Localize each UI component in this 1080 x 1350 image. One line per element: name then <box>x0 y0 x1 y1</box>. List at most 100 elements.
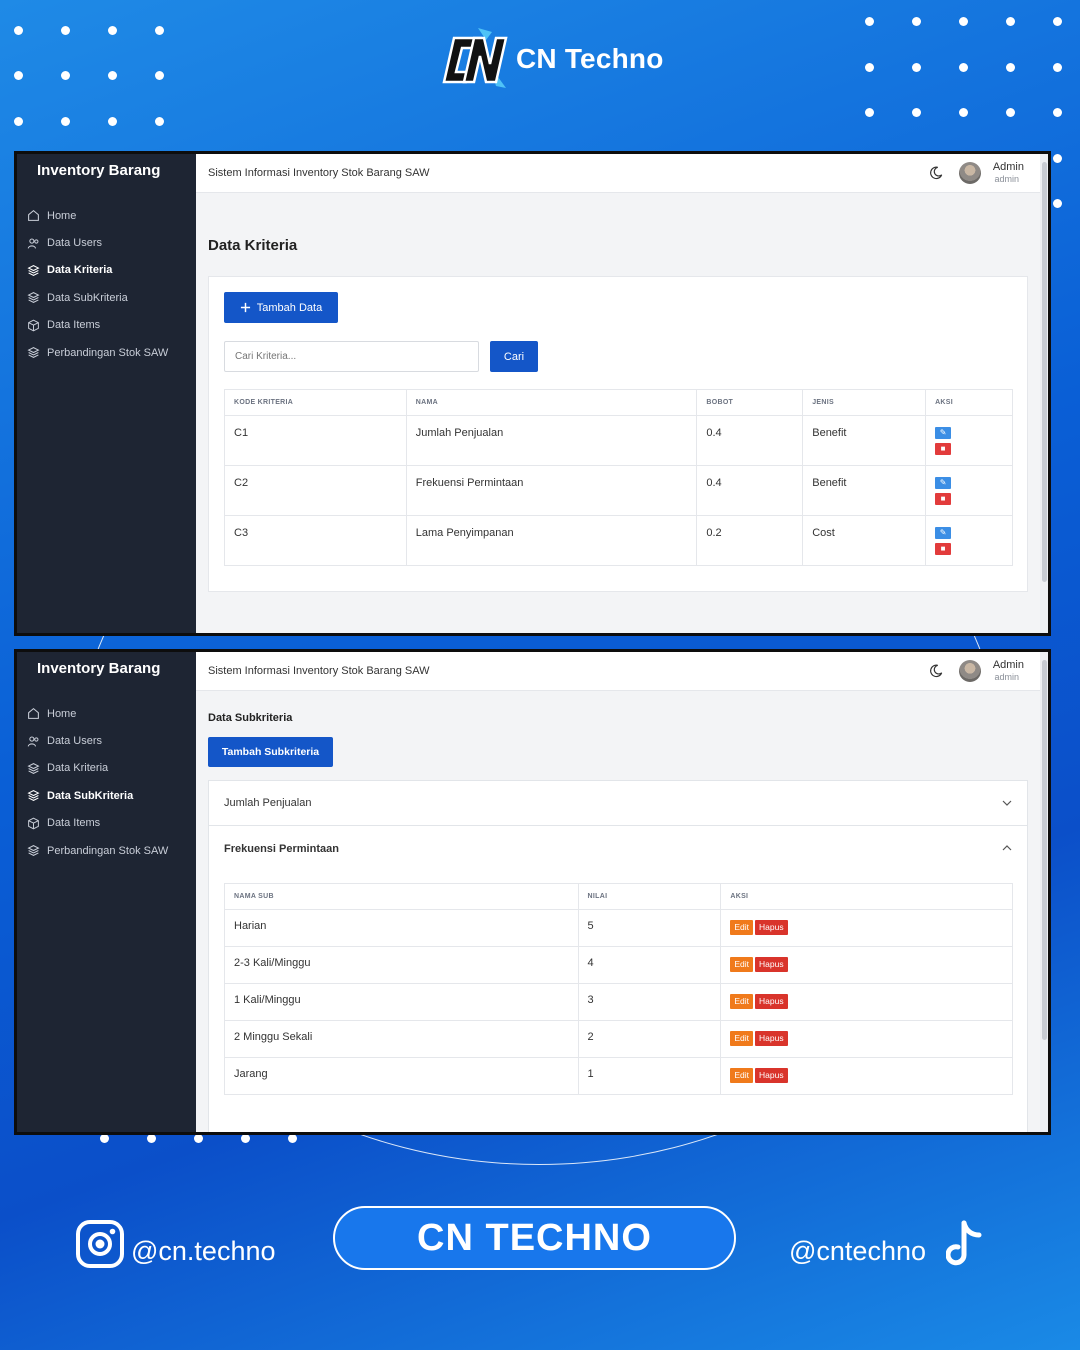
sidebar-item-label: Data Items <box>47 319 101 332</box>
topbar: Sistem Informasi Inventory Stok Barang S… <box>196 652 1040 691</box>
delete-button[interactable]: Hapus <box>755 994 788 1009</box>
sidebar-item-items[interactable]: Data Items <box>27 312 196 339</box>
trash-icon[interactable]: ■ <box>935 443 952 455</box>
sidebar-item-perbandingan[interactable]: Perbandingan Stok SAW <box>27 339 196 366</box>
sidebar-item-items[interactable]: Data Items <box>27 810 196 837</box>
accordion-frekuensi-permintaan: Frekuensi Permintaan NAMA SUB NILAI AKSI… <box>208 825 1028 1132</box>
sidebar-item-perbandingan[interactable]: Perbandingan Stok SAW <box>27 837 196 864</box>
brand-pill: CN TECHNO <box>333 1206 736 1270</box>
table-row: 2-3 Kali/Minggu 4 Edit Hapus <box>224 946 1013 984</box>
delete-button[interactable]: Hapus <box>755 920 788 935</box>
table-row: C3 Lama Penyimpanan 0.2 Cost ✎ ■ <box>224 515 1013 566</box>
topbar: Sistem Informasi Inventory Stok Barang S… <box>196 154 1040 193</box>
accordion-jumlah-penjualan[interactable]: Jumlah Penjualan <box>208 780 1028 826</box>
box-icon <box>28 319 39 332</box>
col-nama-sub: NAMA SUB <box>224 883 579 910</box>
dots-top-left <box>14 26 174 136</box>
table-row: Jarang 1 Edit Hapus <box>224 1057 1013 1095</box>
tiktok-handle[interactable]: @cntechno <box>789 1236 926 1266</box>
sidebar-item-kriteria[interactable]: Data Kriteria <box>27 257 196 284</box>
delete-button[interactable]: Hapus <box>755 957 788 972</box>
avatar[interactable] <box>959 660 981 682</box>
sidebar: Inventory Barang Home Data Users Data Kr… <box>17 154 196 633</box>
sidebar-item-subkriteria[interactable]: Data SubKriteria <box>27 782 196 809</box>
cn-logo-icon <box>442 28 508 88</box>
col-nama: NAMA <box>405 389 698 416</box>
user-name: Admin <box>992 659 1024 671</box>
home-icon <box>28 210 39 222</box>
col-aksi: AKSI <box>720 883 1013 910</box>
cell-bobot: 0.4 <box>696 465 804 516</box>
user-role: admin <box>994 672 1019 682</box>
box-icon <box>28 817 39 830</box>
accordion-label: Jumlah Penjualan <box>224 797 312 809</box>
edit-button[interactable]: Edit <box>730 1031 754 1046</box>
cell-jenis: Cost <box>802 515 927 566</box>
scrollbar[interactable] <box>1040 154 1048 633</box>
layers-icon <box>27 790 40 802</box>
cell-aksi: ✎ ■ <box>925 515 1013 566</box>
users-icon <box>27 238 39 249</box>
sidebar-item-users[interactable]: Data Users <box>27 229 196 256</box>
brand-header: CN Techno <box>440 26 664 92</box>
page-title: Data Subkriteria <box>208 712 293 724</box>
cell-bobot: 0.4 <box>696 415 804 466</box>
instagram-handle[interactable]: @cn.techno <box>131 1236 276 1266</box>
cell-nama: Frekuensi Permintaan <box>405 465 698 516</box>
add-subkriteria-button[interactable]: Tambah Subkriteria <box>208 737 333 767</box>
col-aksi: AKSI <box>925 389 1013 416</box>
sidebar-title: Inventory Barang <box>37 162 161 179</box>
sidebar-item-kriteria[interactable]: Data Kriteria <box>27 755 196 782</box>
scrollbar[interactable] <box>1040 652 1048 1132</box>
cell-aksi: ✎ ■ <box>925 415 1013 466</box>
trash-icon[interactable]: ■ <box>935 493 952 505</box>
sidebar-item-users[interactable]: Data Users <box>27 727 196 754</box>
cell-aksi: Edit Hapus <box>720 1020 1013 1058</box>
trash-icon[interactable]: ■ <box>935 543 952 555</box>
cell-jenis: Benefit <box>802 465 927 516</box>
home-icon <box>28 708 39 720</box>
edit-button[interactable]: Edit <box>730 994 754 1009</box>
moon-icon[interactable] <box>929 664 943 678</box>
delete-button[interactable]: Hapus <box>755 1031 788 1046</box>
table-row: 1 Kali/Minggu 3 Edit Hapus <box>224 983 1013 1021</box>
cell-kode: C2 <box>224 465 407 516</box>
search-button[interactable]: Cari <box>490 341 538 372</box>
instagram-icon[interactable] <box>75 1219 125 1269</box>
sidebar-item-label: Data Kriteria <box>47 264 113 277</box>
dots-bottom <box>100 1134 300 1146</box>
search-input[interactable] <box>224 341 479 372</box>
sidebar-item-label: Perbandingan Stok SAW <box>47 844 169 857</box>
chevron-up-icon[interactable] <box>1001 842 1013 854</box>
subkriteria-table: NAMA SUB NILAI AKSI Harian 5 Edit Hapus <box>224 883 1013 1095</box>
edit-button[interactable]: Edit <box>730 957 754 972</box>
moon-icon[interactable] <box>929 166 943 180</box>
sidebar-item-home[interactable]: Home <box>27 202 196 229</box>
sidebar-item-home[interactable]: Home <box>27 700 196 727</box>
chevron-down-icon <box>1002 800 1012 806</box>
cell-nama-sub: 2-3 Kali/Minggu <box>224 946 579 984</box>
edit-icon[interactable]: ✎ <box>935 477 952 489</box>
col-bobot: BOBOT <box>696 389 804 416</box>
layers-icon <box>27 265 40 276</box>
sidebar-item-subkriteria[interactable]: Data SubKriteria <box>27 284 196 311</box>
sidebar-item-label: Home <box>47 707 77 720</box>
cell-aksi: ✎ ■ <box>925 465 1013 516</box>
cell-nama-sub: 1 Kali/Minggu <box>224 983 579 1021</box>
users-icon <box>27 736 39 747</box>
cell-kode: C3 <box>224 515 407 566</box>
edit-icon[interactable]: ✎ <box>935 427 952 439</box>
cell-bobot: 0.2 <box>696 515 804 566</box>
delete-button[interactable]: Hapus <box>755 1068 788 1083</box>
avatar[interactable] <box>959 162 981 184</box>
sidebar-item-label: Data SubKriteria <box>47 789 134 802</box>
sidebar-title: Inventory Barang <box>37 660 161 677</box>
edit-icon[interactable]: ✎ <box>935 527 952 539</box>
cell-nama-sub: Harian <box>224 909 579 947</box>
table-row: C1 Jumlah Penjualan 0.4 Benefit ✎ ■ <box>224 415 1013 466</box>
edit-button[interactable]: Edit <box>730 920 754 935</box>
tiktok-icon[interactable] <box>946 1219 982 1269</box>
edit-button[interactable]: Edit <box>730 1068 754 1083</box>
add-data-button[interactable]: Tambah Data <box>224 292 338 323</box>
accordion-label[interactable]: Frekuensi Permintaan <box>224 843 339 855</box>
